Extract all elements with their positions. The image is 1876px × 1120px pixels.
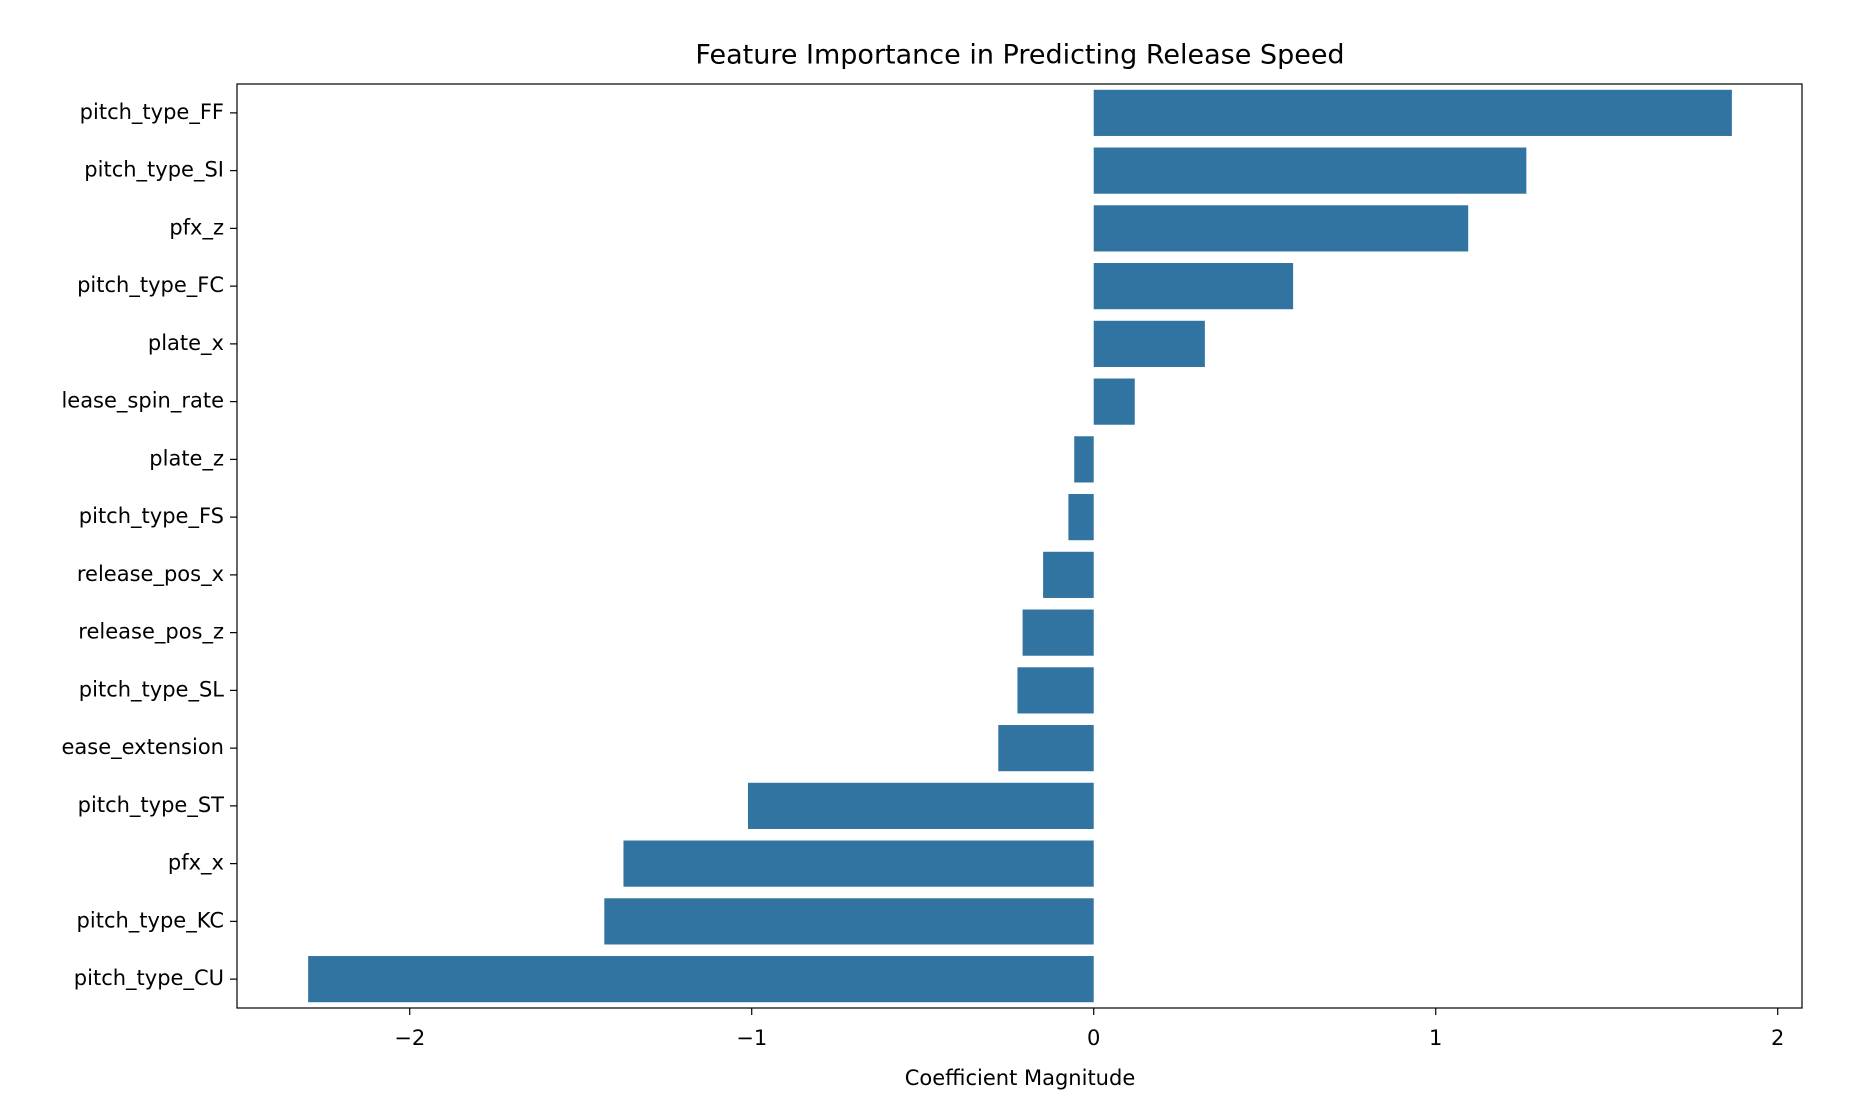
- bar: [1068, 494, 1094, 541]
- y-tick-label: pitch_type_KC: [77, 908, 224, 933]
- y-tick-label: pitch_type_ST: [78, 793, 224, 818]
- x-tick-label: 2: [1771, 1026, 1784, 1050]
- y-tick-label: pitch_type_SI: [84, 158, 224, 183]
- y-tick-label: pitch_type_SL: [79, 677, 224, 702]
- y-tick-label: pitch_type_FF: [80, 100, 224, 125]
- y-tick-label: plate_x: [148, 331, 224, 356]
- bar: [1093, 147, 1527, 194]
- chart-title: Feature Importance in Predicting Release…: [695, 40, 1344, 71]
- bar: [604, 898, 1094, 945]
- bar: [308, 956, 1094, 1003]
- y-tick-label: plate_z: [149, 446, 224, 471]
- x-tick-label: −2: [394, 1026, 425, 1050]
- y-tick-label: release_pos_z: [78, 620, 224, 645]
- bar: [1093, 263, 1294, 310]
- y-tick-label: ease_extension: [61, 735, 224, 760]
- bar: [1093, 320, 1205, 367]
- x-tick-label: −1: [736, 1026, 767, 1050]
- bar: [1043, 551, 1094, 598]
- x-tick-label: 0: [1087, 1026, 1100, 1050]
- x-tick-label: 1: [1429, 1026, 1442, 1050]
- bar: [1074, 436, 1094, 483]
- x-axis-label: Coefficient Magnitude: [905, 1066, 1136, 1090]
- bar: [623, 840, 1094, 887]
- bar: [747, 782, 1094, 829]
- y-tick-label: pitch_type_FC: [77, 273, 224, 298]
- bar: [1093, 89, 1732, 136]
- y-tick-label: lease_spin_rate: [61, 389, 224, 414]
- bar: [998, 725, 1094, 772]
- bar: [1093, 378, 1135, 425]
- y-tick-label: pitch_type_CU: [74, 966, 224, 991]
- y-tick-label: pfx_z: [169, 215, 224, 240]
- bar: [1093, 205, 1469, 252]
- bar: [1017, 667, 1094, 714]
- y-tick-label: pfx_x: [168, 851, 224, 876]
- y-tick-label: pitch_type_FS: [79, 504, 224, 529]
- plot-frame: [236, 83, 1803, 1009]
- y-tick-label: release_pos_x: [77, 562, 224, 587]
- bar: [1022, 609, 1094, 656]
